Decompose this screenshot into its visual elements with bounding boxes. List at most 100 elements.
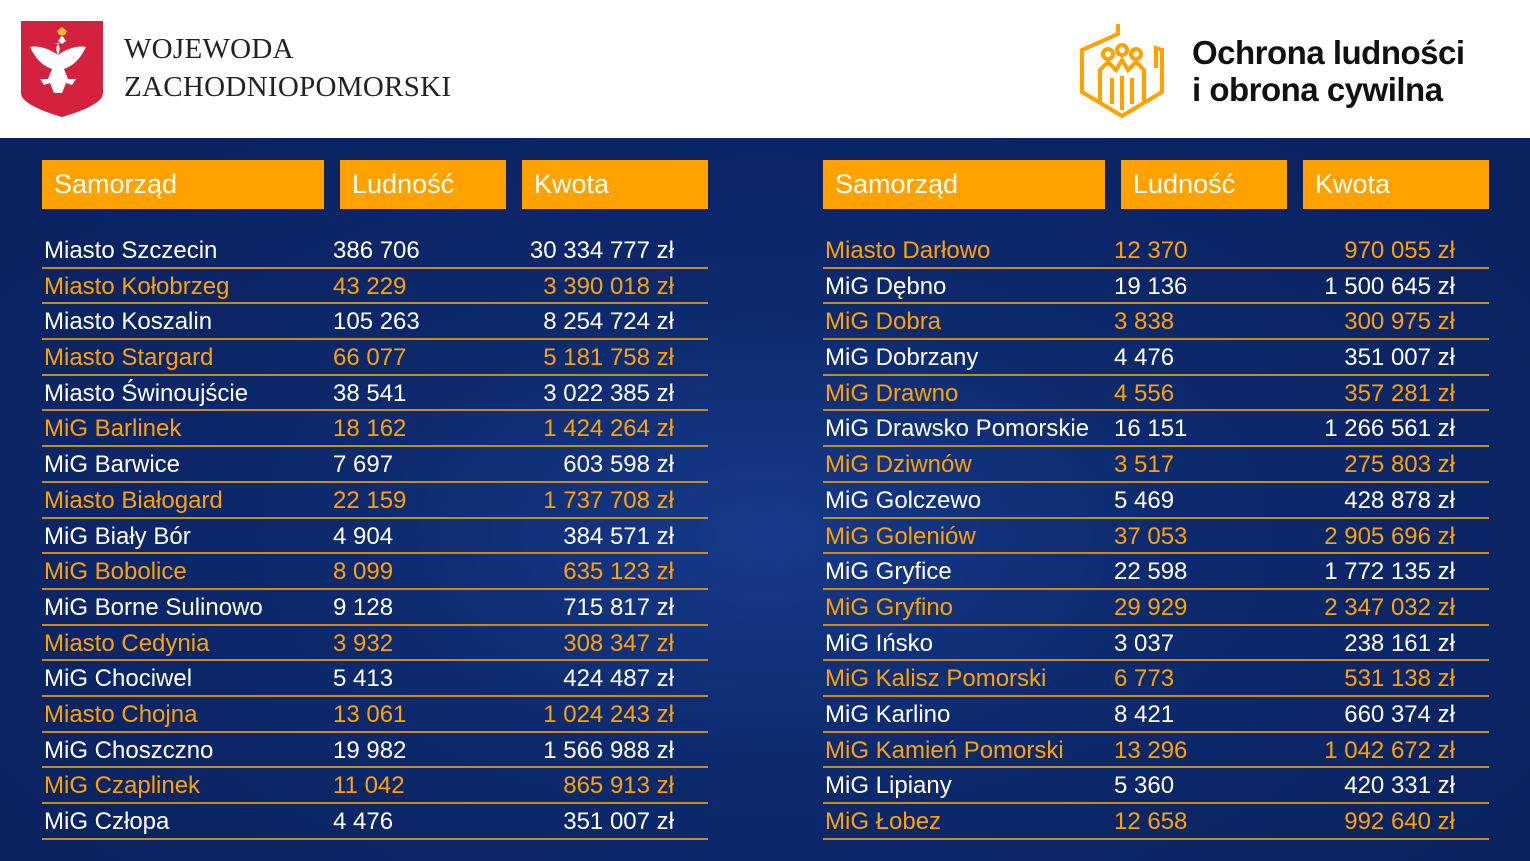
amount: 660 374 zł [1344, 700, 1455, 728]
municipality-name: MiG Drawsko Pomorskie [825, 415, 1090, 443]
population: 38 541 [333, 379, 407, 407]
table-row: MiG Drawno 4 556 357 281 zł [823, 376, 1489, 412]
table-row: Miasto Koszalin 105 263 8 254 724 zł [42, 304, 708, 341]
amount: 1 266 561 zł [1324, 415, 1455, 443]
municipality-name: MiG Gryfino [825, 593, 954, 621]
polish-eagle-crest-icon [21, 21, 103, 117]
left-table-rows: Miasto Szczecin 386 706 30 334 777 zł Miast… [42, 233, 708, 840]
population: 8 421 [1114, 700, 1175, 728]
amount: 351 007 zł [563, 808, 674, 835]
municipality-name: MiG Kamień Pomorski [825, 736, 1064, 764]
municipality-name: MiG Czaplinek [44, 772, 201, 800]
municipality-name: Miasto Koszalin [44, 308, 213, 336]
population: 386 706 [333, 237, 420, 264]
table-row: MiG Ińsko 3 037 238 161 zł [823, 626, 1489, 662]
amount: 3 390 018 zł [543, 272, 674, 300]
population: 9 128 [333, 593, 394, 621]
table-row: MiG Człopa 4 476 351 007 zł [42, 804, 708, 840]
population: 5 413 [333, 665, 394, 693]
amount: 357 281 zł [1344, 379, 1455, 407]
table-row: MiG Gryfice 22 598 1 772 135 zł [823, 554, 1489, 590]
amount: 424 487 zł [563, 665, 674, 693]
table-row: MiG Lipiany 5 360 420 331 zł [823, 768, 1489, 804]
population: 19 136 [1114, 272, 1188, 300]
population: 16 151 [1114, 415, 1188, 443]
population: 13 061 [333, 700, 407, 728]
population: 6 773 [1114, 665, 1175, 693]
column-header-samorzad: Samorząd [823, 160, 1105, 209]
table-row: MiG Borne Sulinowo 9 128 715 817 zł [42, 590, 708, 626]
amount: 300 975 zł [1344, 308, 1455, 336]
amount: 308 347 zł [563, 629, 674, 657]
table-row: MiG Kalisz Pomorski 6 773 531 138 zł [823, 661, 1489, 697]
municipality-name: MiG Ińsko [825, 629, 934, 657]
amount: 384 571 zł [563, 522, 674, 550]
amount: 603 598 zł [563, 451, 674, 479]
population: 18 162 [333, 415, 407, 443]
amount: 1 042 672 zł [1324, 736, 1455, 764]
amount: 2 347 032 zł [1324, 593, 1455, 621]
amount: 992 640 zł [1344, 808, 1455, 835]
table-row: Miasto Kołobrzeg 43 229 3 390 018 zł [42, 269, 708, 305]
municipality-name: Miasto Darłowo [825, 237, 991, 264]
municipality-name: Miasto Białogard [44, 486, 223, 514]
municipality-name: MiG Dobra [825, 308, 942, 336]
table-row: MiG Łobez 12 658 992 640 zł [823, 804, 1489, 840]
municipality-name: Miasto Stargard [44, 344, 214, 372]
amount: 1 737 708 zł [543, 486, 674, 514]
table-row: Miasto Szczecin 386 706 30 334 777 zł [42, 233, 708, 269]
table-row: MiG Golczewo 5 469 428 878 zł [823, 483, 1489, 519]
amount: 1 500 645 zł [1324, 272, 1455, 300]
civil-protection-logo-icon [1080, 24, 1164, 119]
population: 3 517 [1114, 451, 1175, 479]
amount: 865 913 zł [563, 772, 674, 800]
population: 12 658 [1114, 808, 1188, 835]
population: 7 697 [333, 451, 394, 479]
right-table-rows: Miasto Darłowo 12 370 970 055 zł MiG Dębno 1… [823, 233, 1489, 840]
population: 8 099 [333, 558, 394, 586]
municipality-name: MiG Kalisz Pomorski [825, 665, 1047, 693]
population: 22 159 [333, 486, 407, 514]
population: 4 556 [1114, 379, 1175, 407]
amount: 1 566 988 zł [543, 736, 674, 764]
table-row: MiG Kamień Pomorski 13 296 1 042 672 zł [823, 733, 1489, 769]
population: 5 469 [1114, 486, 1175, 514]
amount: 30 334 777 zł [529, 237, 674, 264]
amount: 2 905 696 zł [1324, 522, 1455, 550]
amount: 420 331 zł [1344, 772, 1455, 800]
municipality-name: Miasto Cedynia [44, 629, 210, 657]
column-header-kwota: Kwota [522, 160, 708, 209]
population: 22 598 [1114, 558, 1188, 586]
amount: 8 254 724 zł [543, 308, 674, 336]
population: 11 042 [333, 772, 405, 800]
municipality-name: MiG Borne Sulinowo [44, 593, 263, 621]
table-row: Miasto Darłowo 12 370 970 055 zł [823, 233, 1489, 269]
table-row: MiG Chociwel 5 413 424 487 zł [42, 661, 708, 697]
municipality-name: MiG Człopa [44, 808, 170, 835]
municipality-name: MiG Lipiany [825, 772, 952, 800]
table-row: MiG Drawsko Pomorskie 16 151 1 266 561 zł [823, 411, 1489, 448]
authority-line2: ZACHODNIOPOMORSKI [124, 71, 452, 103]
population: 4 476 [333, 808, 394, 835]
amount: 531 138 zł [1344, 665, 1455, 693]
authority-title: WOJEWODA ZACHODNIOPOMORSKI [124, 30, 451, 106]
amount: 715 817 zł [563, 593, 674, 621]
municipality-name: MiG Golczewo [825, 486, 982, 514]
table-row: Miasto Białogard 22 159 1 737 708 zł [42, 483, 708, 519]
amount: 428 878 zł [1344, 486, 1455, 514]
allocation-tables: Samorząd Ludność Kwota Miasto Szczecin 38… [0, 138, 1530, 861]
table-row: MiG Biały Bór 4 904 384 571 zł [42, 519, 708, 555]
column-header-samorzad: Samorząd [42, 160, 324, 209]
municipality-name: Miasto Chojna [44, 700, 198, 728]
population: 37 053 [1114, 522, 1188, 550]
municipality-name: MiG Goleniów [825, 522, 976, 550]
municipality-name: MiG Dębno [825, 272, 947, 300]
municipality-name: MiG Bobolice [44, 558, 187, 586]
municipality-name: MiG Barlinek [44, 415, 182, 443]
amount: 351 007 zł [1344, 344, 1455, 372]
municipality-name: MiG Drawno [825, 379, 959, 407]
table-row: Miasto Stargard 66 077 5 181 758 zł [42, 340, 708, 376]
table-row: MiG Barwice 7 697 603 598 zł [42, 447, 708, 483]
amount: 3 022 385 zł [543, 379, 674, 407]
population: 3 037 [1114, 629, 1175, 657]
